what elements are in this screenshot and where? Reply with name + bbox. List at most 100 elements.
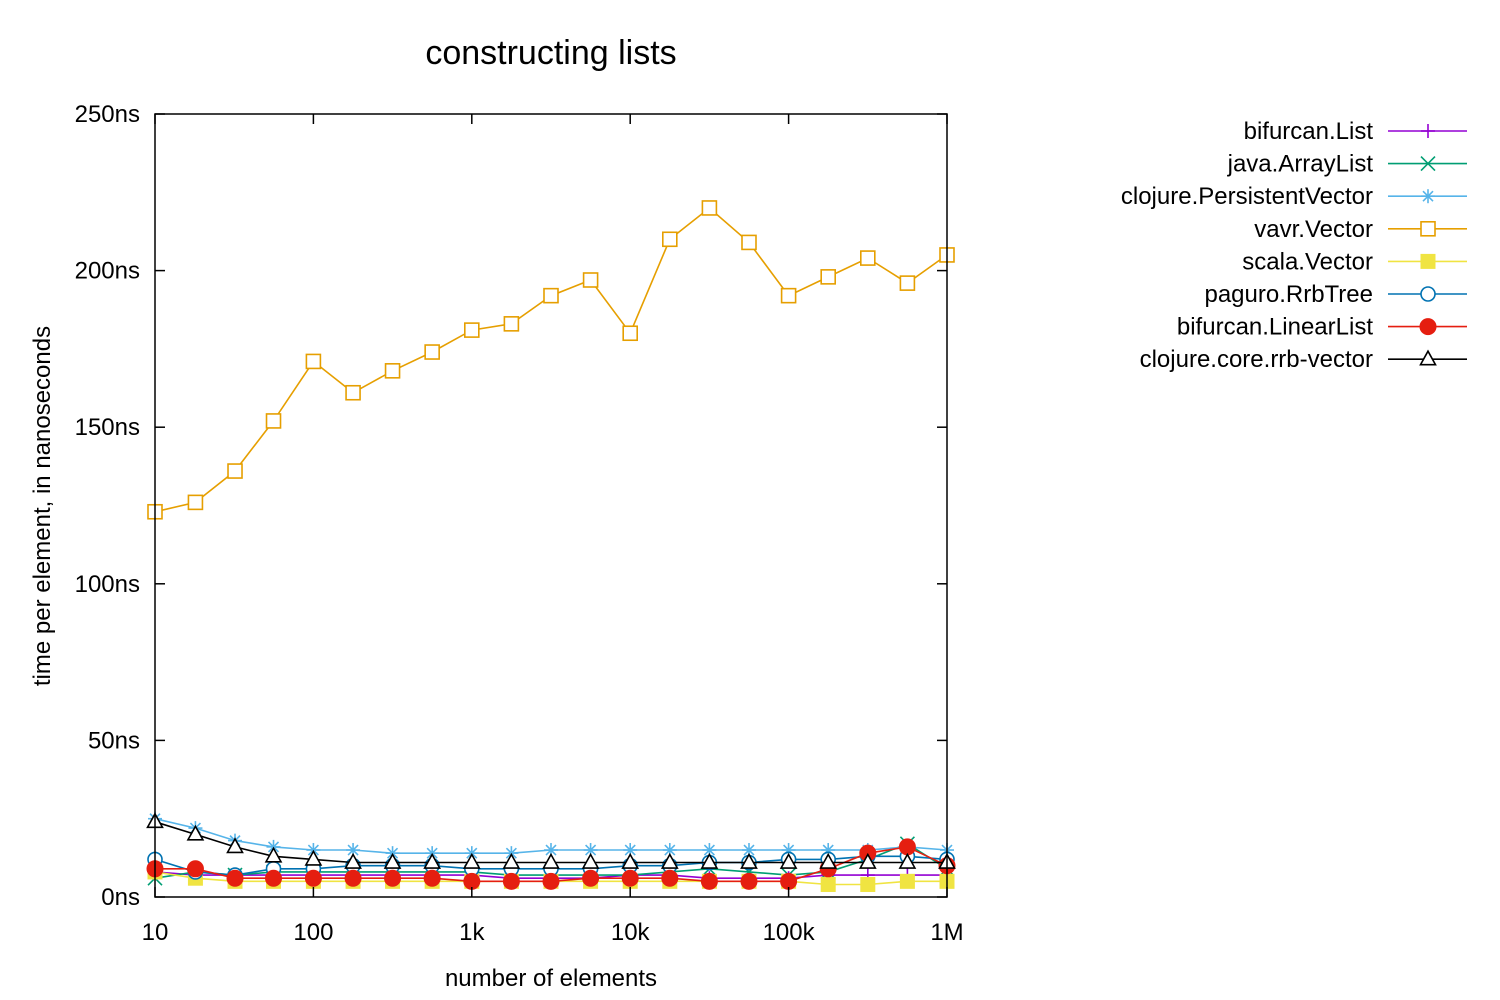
data-point [779,852,798,869]
legend-swatch-marker [1419,349,1437,366]
data-point [502,852,521,869]
series-clojure.core.rrb-vector [146,812,956,869]
legend-swatch-marker [1421,189,1435,204]
y-tick-label: 100ns [75,571,140,598]
data-point [780,287,797,304]
data-point [898,852,917,869]
data-point [227,463,243,479]
series-line [154,206,948,513]
data-point [741,234,757,251]
data-point [186,860,204,878]
data-point [265,869,283,887]
data-point [860,876,876,892]
data-point [384,363,401,379]
legend-item: bifurcan.List [1244,118,1467,145]
data-point [424,344,440,360]
data-point [780,872,798,890]
legend-swatch-marker [1420,253,1436,269]
data-point [187,494,204,511]
legend-swatch-marker [1419,318,1437,336]
legend-label: clojure.PersistentVector [1121,183,1373,210]
data-point [899,873,915,889]
series-clojure.PersistentVector [148,811,954,861]
legend-label: clojure.core.rrb-vector [1140,346,1373,373]
data-point [582,869,600,887]
legend-label: bifurcan.LinearList [1177,314,1373,341]
data-point [662,231,678,248]
data-point [542,872,560,890]
data-point [543,287,559,304]
data-point [622,325,639,342]
data-point [226,837,244,854]
y-tick-label: 200ns [75,258,140,285]
data-point [582,272,599,288]
data-point [740,852,758,869]
data-point [503,316,520,332]
data-point [621,869,639,887]
data-point [383,852,402,869]
x-tick-label: 10k [611,919,651,946]
legend-swatch-marker [1420,156,1436,172]
legend-label: vavr.Vector [1254,216,1373,243]
data-point [265,413,282,429]
data-point [701,200,718,216]
data-point [226,869,244,887]
plot-frame [154,113,948,898]
data-point [304,849,323,866]
x-tick-label: 10 [142,919,169,946]
legend-item: java.ArrayList [1227,151,1467,178]
data-point [858,852,877,869]
series-layer [146,200,956,892]
data-point [899,275,916,291]
data-point [621,852,640,869]
x-tick-label: 100 [293,919,333,946]
data-point [661,869,679,887]
legend-item: scala.Vector [1242,248,1467,275]
data-point [345,384,361,401]
legend-swatch-marker [1421,124,1435,138]
data-point [819,852,838,869]
data-point [542,852,560,869]
series-bifurcan.LinearList [146,838,956,890]
x-axis-label: number of elements [445,965,657,992]
data-point [304,869,322,887]
legend-swatch-marker [1420,221,1436,237]
data-point [700,872,718,890]
data-point [423,852,442,869]
axis-ticks: 10 100 1k 10k 100k 1M 0ns 50ns 100ns 150ns 200ns 25… [75,101,964,946]
data-point [820,876,836,892]
legend-label: bifurcan.List [1244,118,1374,145]
data-point [543,843,558,858]
data-point [462,852,481,869]
data-point [384,869,402,887]
x-tick-label: 1k [459,919,485,946]
data-point [463,322,480,338]
y-tick-label: 0ns [101,884,140,911]
legend-item: paguro.RrbTree [1204,281,1467,308]
y-tick-label: 250ns [75,101,140,128]
data-point [423,869,441,887]
data-point [186,824,205,841]
y-tick-label: 150ns [75,414,140,441]
legend-swatch-marker [1420,286,1436,302]
data-point [660,852,679,869]
data-point [740,872,758,890]
legend-item: bifurcan.LinearList [1177,314,1467,341]
data-point [463,872,481,890]
legend: bifurcan.List java.ArrayList clojure.Persi… [1121,118,1467,373]
legend-label: java.ArrayList [1227,151,1374,178]
data-point [502,872,520,890]
data-point [305,353,322,370]
data-point [581,852,600,869]
legend-label: scala.Vector [1242,248,1373,275]
legend-item: clojure.PersistentVector [1121,183,1467,210]
legend-item: clojure.core.rrb-vector [1140,346,1467,373]
chart-title: constructing lists [425,34,676,72]
data-point [344,869,362,887]
x-tick-label: 1M [930,919,963,946]
data-point [700,852,719,869]
x-tick-label: 100k [763,919,816,946]
data-point [820,269,837,285]
series-vavr.Vector [147,200,955,520]
data-point [264,846,283,863]
